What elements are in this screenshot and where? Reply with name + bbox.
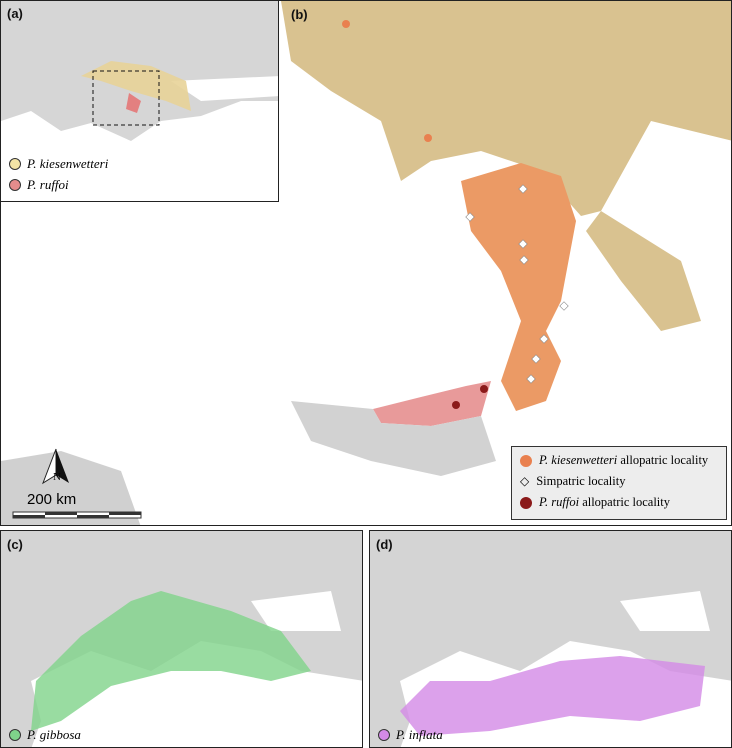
circle-marker-icon bbox=[520, 454, 532, 467]
legend-item: ◇ Simpatric locality bbox=[520, 474, 726, 489]
panel-a-map: (a) P. kiesenwetteri P. ruffoi bbox=[0, 0, 279, 202]
panel-label: (b) bbox=[291, 7, 308, 22]
north-arrow-icon bbox=[42, 448, 69, 485]
legend-item: P. inflata bbox=[378, 727, 443, 743]
legend-item: P. ruffoi allopatric locality bbox=[520, 495, 726, 510]
italy-map bbox=[1, 1, 731, 525]
species-name: P. gibbosa bbox=[27, 727, 81, 742]
gibbosa-range bbox=[31, 591, 311, 731]
legend-b: P. kiesenwetteri allopatric locality ◇ Si… bbox=[511, 446, 727, 520]
panel-label: (a) bbox=[7, 6, 23, 21]
legend-item: P. kiesenwetteri allopatric locality bbox=[520, 453, 726, 468]
overlap-range bbox=[461, 163, 576, 411]
europe-map bbox=[1, 61, 278, 201]
diamond-marker-icon: ◇ bbox=[520, 474, 530, 488]
kiesenwetteri-point bbox=[342, 20, 350, 28]
circle-marker-icon bbox=[9, 158, 21, 170]
simpatric-points bbox=[465, 184, 569, 384]
ruffoi-range bbox=[126, 93, 141, 113]
ruffoi-range bbox=[373, 381, 491, 426]
circle-marker-icon bbox=[520, 496, 532, 509]
sicily bbox=[291, 401, 496, 476]
circle-marker-icon bbox=[9, 179, 21, 191]
mediterranean-map bbox=[400, 591, 731, 747]
panel-label: (c) bbox=[7, 537, 23, 552]
north-label: N bbox=[53, 471, 61, 483]
ruffoi-point bbox=[480, 385, 488, 393]
legend-item: P. gibbosa bbox=[9, 727, 81, 743]
kiesenwetteri-range bbox=[81, 61, 191, 111]
kiesenwetteri-point bbox=[424, 134, 432, 142]
scale-label: 200 km bbox=[27, 491, 77, 508]
ruffoi-point bbox=[452, 401, 460, 409]
species-name: P. ruffoi bbox=[539, 495, 580, 509]
circle-marker-icon bbox=[9, 729, 21, 741]
legend-text: allopatric locality bbox=[620, 453, 709, 467]
kiesenwetteri-range-heel bbox=[586, 211, 701, 331]
species-name: P. kiesenwetteri bbox=[27, 156, 109, 171]
panel-label: (d) bbox=[376, 537, 393, 552]
zoom-extent-box bbox=[92, 70, 160, 126]
scale-bar bbox=[12, 511, 142, 519]
legend-text: Simpatric locality bbox=[536, 474, 626, 488]
circle-marker-icon bbox=[378, 729, 390, 741]
panel-b-map: (b) N 200 km P. kiesenwetteri allopatric… bbox=[0, 0, 732, 526]
panel-c-map: (c) P. gibbosa bbox=[0, 530, 363, 748]
tunisia-coast bbox=[1, 451, 141, 525]
legend-item: P. ruffoi bbox=[9, 177, 69, 193]
legend-text: allopatric locality bbox=[582, 495, 670, 509]
panel-d-map: (d) P. inflata bbox=[369, 530, 732, 748]
kiesenwetteri-range bbox=[281, 1, 731, 216]
species-name: P. kiesenwetteri bbox=[539, 453, 618, 467]
legend-item: P. kiesenwetteri bbox=[9, 156, 108, 172]
species-name: P. inflata bbox=[396, 727, 443, 742]
mediterranean-map bbox=[31, 591, 362, 747]
inflata-range bbox=[400, 656, 705, 736]
species-name: P. ruffoi bbox=[27, 177, 69, 192]
